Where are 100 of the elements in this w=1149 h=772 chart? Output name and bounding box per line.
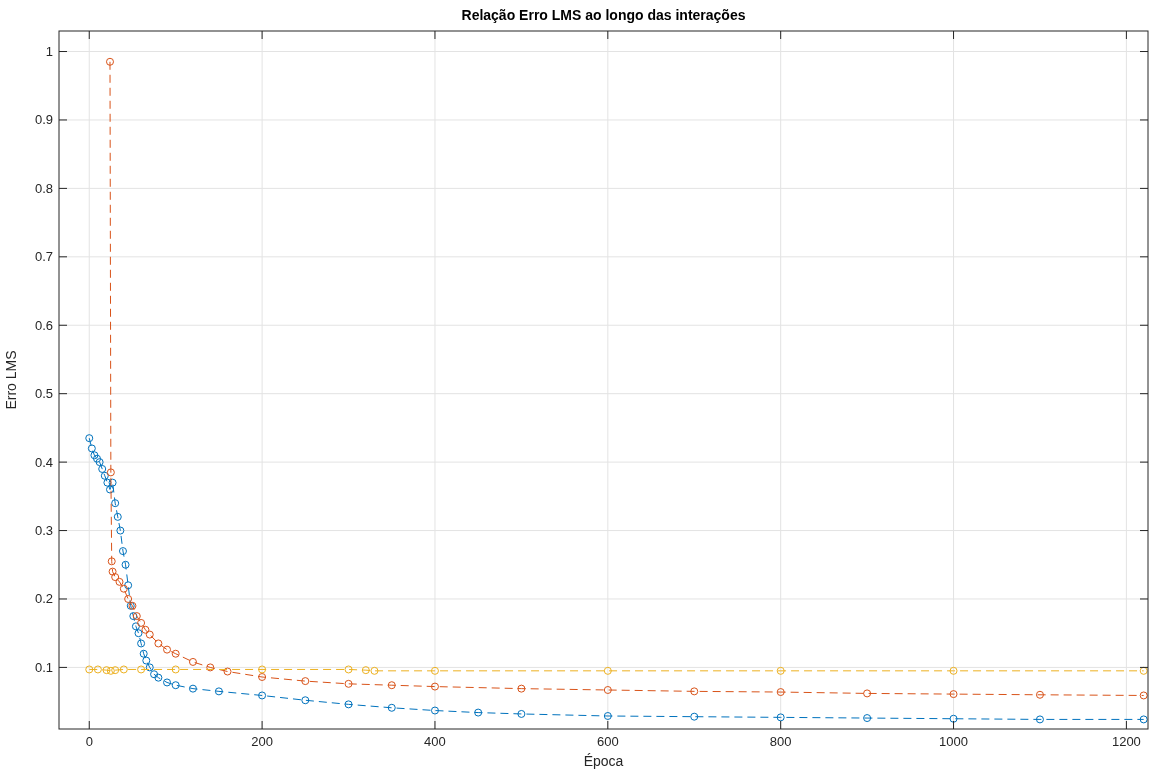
point (163, 645, 172, 654)
point (776, 713, 785, 722)
point (949, 666, 958, 675)
point (344, 665, 353, 674)
chart-title: Relação Erro LMS ao longo das interações (461, 7, 746, 23)
point (154, 639, 163, 648)
point (137, 639, 146, 648)
point (105, 485, 114, 494)
point (1139, 715, 1148, 724)
point (108, 567, 117, 576)
point (118, 547, 127, 556)
y-tick-label: 0.9 (34, 112, 53, 128)
point (121, 560, 130, 569)
x-tick-label: 800 (769, 734, 792, 749)
point (863, 689, 872, 698)
point (131, 622, 140, 631)
y-tick-label: 0.2 (34, 591, 53, 607)
point (1139, 666, 1148, 675)
point (98, 464, 107, 473)
point (102, 666, 111, 675)
point (361, 666, 370, 675)
point (124, 581, 133, 590)
point (103, 478, 112, 487)
point (115, 577, 124, 586)
point (344, 700, 353, 709)
y-tick-label: 1 (45, 44, 53, 60)
point (111, 666, 120, 675)
x-tick-label: 400 (424, 734, 446, 749)
point (145, 663, 154, 672)
point (106, 468, 115, 477)
point (93, 454, 102, 463)
x-tick-label: 1000 (939, 734, 968, 749)
point (141, 625, 150, 634)
point (107, 557, 116, 566)
point (93, 665, 102, 674)
point (301, 677, 310, 686)
point (119, 665, 128, 674)
point (134, 629, 143, 638)
point (85, 434, 94, 443)
point (223, 667, 232, 676)
point (163, 678, 172, 687)
point (188, 657, 197, 666)
y-tick-label: 0.7 (34, 249, 53, 265)
y-tick-label: 0.5 (34, 386, 53, 402)
point (1035, 715, 1044, 724)
x-axis-title: Época (583, 753, 624, 769)
y-axis-title: Erro LMS (3, 350, 19, 410)
point (206, 663, 215, 672)
point (430, 666, 439, 675)
x-tick-label: 200 (251, 734, 273, 749)
point (95, 458, 104, 467)
point (776, 688, 785, 697)
y-tick-label: 0.8 (34, 180, 53, 196)
point (690, 687, 699, 696)
point (517, 709, 526, 718)
y-tick-label: 0.3 (34, 523, 53, 539)
x-tick-label: 1200 (1111, 734, 1141, 749)
point (105, 57, 114, 66)
point (430, 682, 439, 691)
point (949, 714, 958, 723)
x-tick-label: 0 (85, 734, 93, 749)
point (258, 672, 267, 681)
point (603, 666, 612, 675)
point (171, 665, 180, 674)
point (517, 684, 526, 693)
point (90, 451, 99, 460)
point (154, 673, 163, 682)
x-tick-label: 600 (596, 734, 619, 749)
point (106, 666, 115, 675)
point (171, 649, 180, 658)
point (171, 681, 180, 690)
point (430, 706, 439, 715)
point (124, 594, 133, 603)
point (863, 714, 872, 723)
point (690, 712, 699, 721)
point (258, 665, 267, 674)
point (111, 499, 120, 508)
point (137, 665, 146, 674)
point (776, 666, 785, 675)
y-tick-label: 0.6 (34, 317, 53, 333)
point (145, 630, 154, 639)
point (603, 685, 612, 694)
point (87, 444, 96, 453)
point (100, 471, 109, 480)
point (258, 691, 267, 700)
point (387, 703, 396, 712)
point (188, 684, 197, 693)
point (603, 712, 612, 720)
point (119, 584, 128, 593)
point (150, 670, 159, 679)
point (137, 618, 146, 627)
point (142, 656, 151, 665)
point (344, 679, 353, 688)
point (139, 649, 148, 658)
point (370, 666, 379, 675)
point (301, 696, 310, 705)
y-tick-label: 0.1 (34, 659, 53, 675)
point (85, 665, 94, 674)
point (214, 687, 223, 696)
point (387, 681, 396, 690)
